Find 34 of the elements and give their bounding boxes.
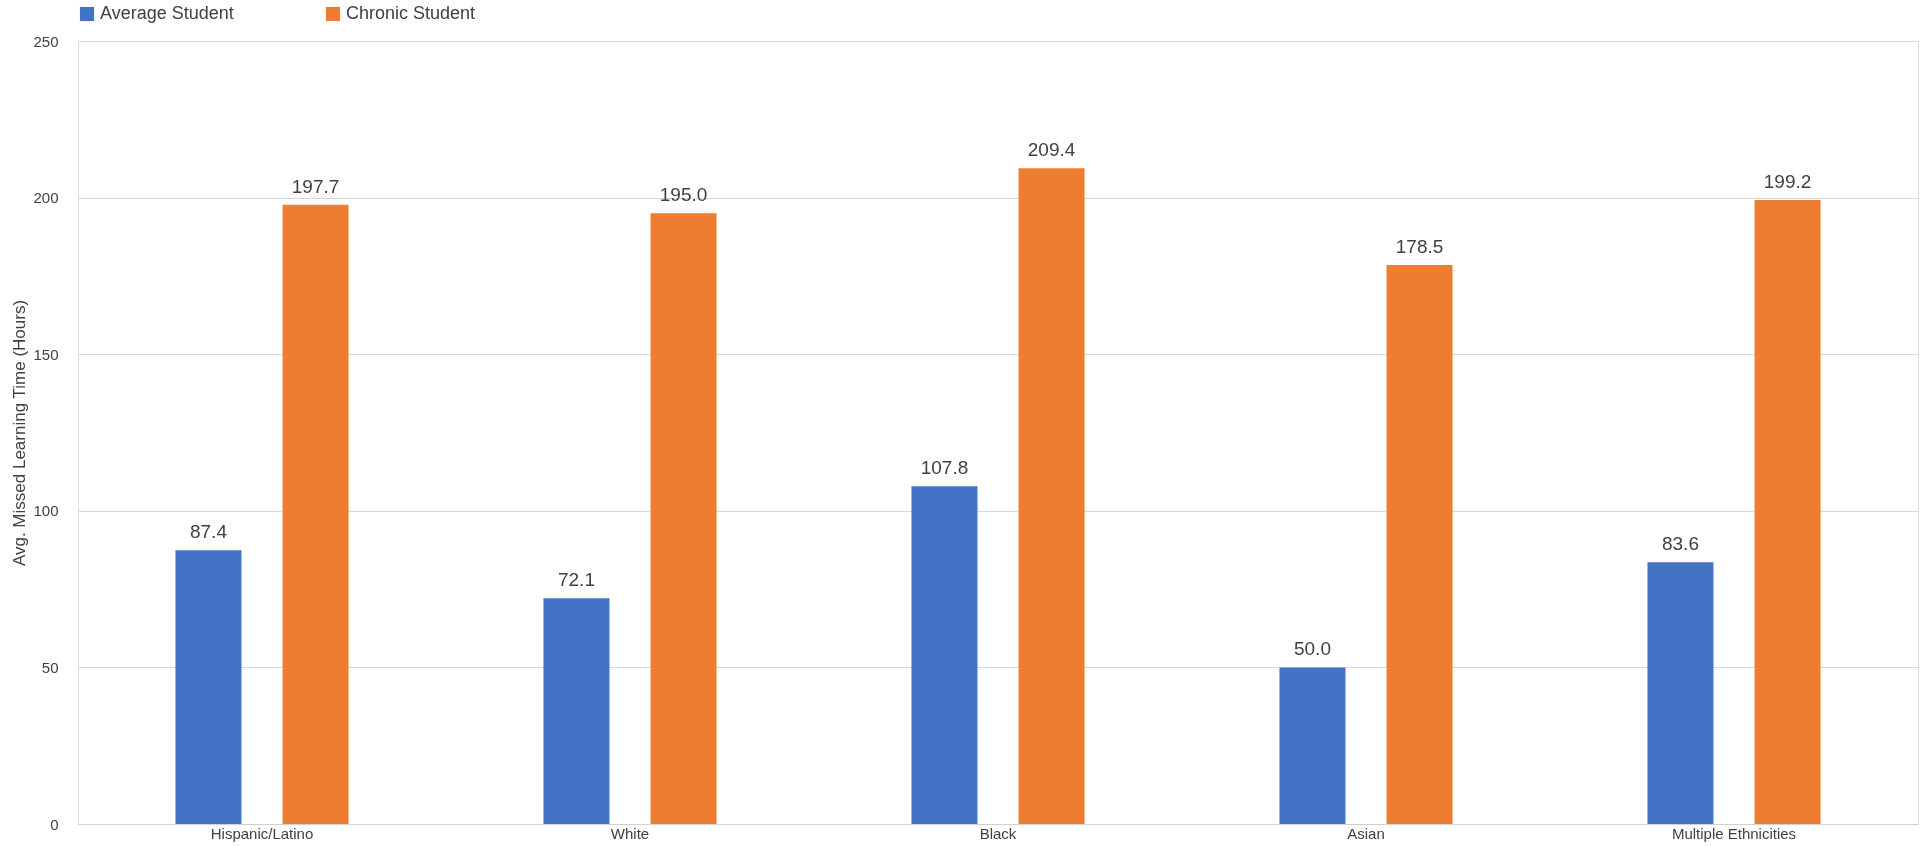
data-label: 178.5 xyxy=(1395,235,1444,257)
data-label: 87.4 xyxy=(189,521,228,543)
bar xyxy=(1279,667,1346,824)
bar xyxy=(543,598,610,824)
bar xyxy=(1647,562,1714,824)
bar xyxy=(911,486,978,824)
data-label: 195.0 xyxy=(659,184,708,206)
x-tick-label: Asian xyxy=(1347,824,1385,842)
data-label: 197.7 xyxy=(291,175,340,197)
bar xyxy=(1386,264,1453,824)
data-label: 209.4 xyxy=(1027,139,1076,161)
x-tick-label: Multiple Ethnicities xyxy=(1671,824,1797,842)
bar xyxy=(175,550,242,824)
data-label: 83.6 xyxy=(1661,533,1699,555)
bar xyxy=(282,204,349,824)
y-tick-label: 0 xyxy=(50,815,59,833)
x-tick-label: White xyxy=(610,824,650,842)
y-tick-label: 50 xyxy=(41,658,59,676)
bar xyxy=(1754,200,1821,824)
data-label: 107.8 xyxy=(920,457,969,479)
y-tick-label: 150 xyxy=(33,345,59,363)
data-label: 199.2 xyxy=(1763,171,1812,193)
legend-label: Average Student xyxy=(100,3,234,23)
x-tick-label: Black xyxy=(979,824,1017,842)
y-tick-label: 200 xyxy=(33,189,59,207)
x-tick-label: Hispanic/Latino xyxy=(210,824,314,842)
y-axis-title: Avg. Missed Learning Time (Hours) xyxy=(10,299,30,567)
data-label: 50.0 xyxy=(1293,638,1331,660)
bar xyxy=(1018,168,1085,824)
y-tick-label: 250 xyxy=(33,32,59,50)
y-tick-label: 100 xyxy=(33,502,59,520)
bar xyxy=(650,213,717,824)
data-label: 72.1 xyxy=(557,569,595,591)
legend-label: Chronic Student xyxy=(346,3,476,23)
